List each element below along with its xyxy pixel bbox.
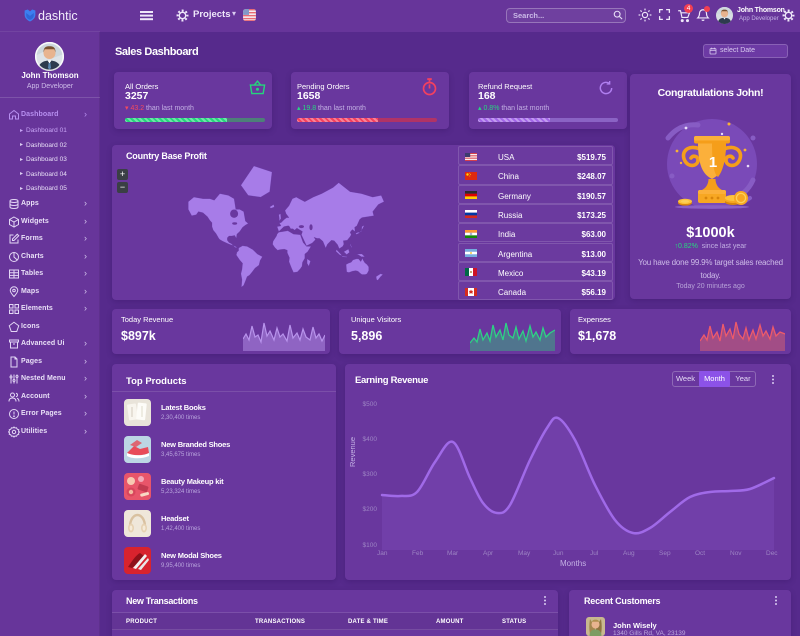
svg-text:1: 1	[709, 154, 717, 171]
